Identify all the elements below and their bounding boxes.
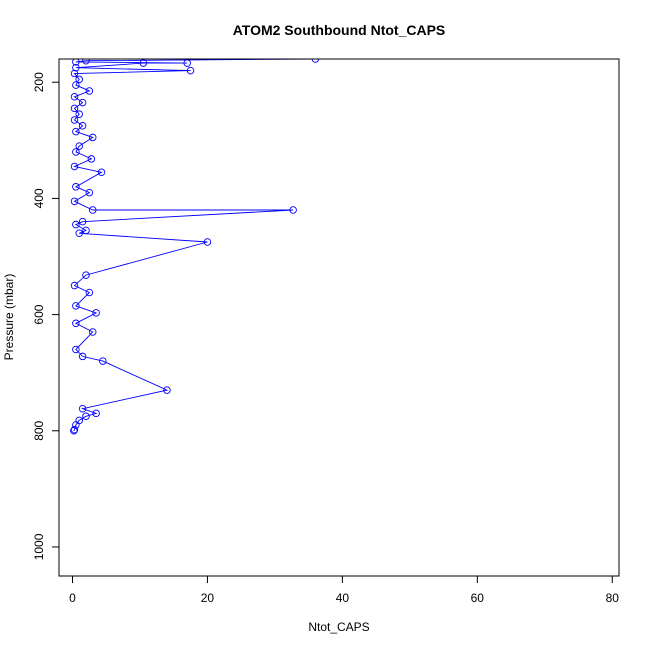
x-axis: 0 20 40 60 80 bbox=[69, 575, 620, 605]
data-point bbox=[85, 87, 94, 95]
data-point bbox=[75, 229, 83, 238]
data-point bbox=[163, 386, 171, 394]
data-point bbox=[99, 357, 107, 365]
y-tick-label: 400 bbox=[32, 188, 46, 208]
x-tick-label: 0 bbox=[69, 591, 76, 605]
data-point bbox=[289, 206, 297, 214]
data-point bbox=[72, 183, 80, 191]
data-point bbox=[70, 69, 79, 78]
x-tick-label: 40 bbox=[336, 591, 350, 605]
data-point bbox=[70, 93, 79, 101]
data-point bbox=[75, 110, 83, 118]
data-point bbox=[72, 148, 80, 156]
data-point bbox=[88, 328, 97, 336]
data-point bbox=[78, 98, 87, 107]
data-point bbox=[87, 155, 96, 163]
data-point bbox=[70, 116, 79, 124]
data-point bbox=[75, 416, 83, 425]
data-point bbox=[203, 238, 212, 246]
series-layer bbox=[70, 59, 320, 435]
data-point bbox=[70, 162, 79, 171]
series-line bbox=[73, 59, 316, 432]
data-point bbox=[82, 271, 90, 279]
data-point bbox=[72, 127, 80, 136]
data-point bbox=[70, 104, 79, 113]
data-point bbox=[75, 75, 83, 84]
x-tick-label: 60 bbox=[471, 591, 485, 605]
data-point bbox=[85, 288, 94, 297]
data-point bbox=[72, 63, 80, 72]
data-point bbox=[72, 81, 80, 89]
data-point bbox=[70, 425, 79, 434]
data-point bbox=[72, 59, 80, 66]
y-tick-label: 800 bbox=[32, 420, 46, 440]
data-point bbox=[88, 206, 97, 214]
plot-area bbox=[70, 59, 320, 435]
data-point bbox=[85, 188, 94, 197]
y-axis: 200 400 600 800 1000 bbox=[32, 72, 60, 560]
y-axis-label: Pressure (mbar) bbox=[2, 274, 16, 361]
data-point bbox=[78, 217, 87, 226]
data-point bbox=[183, 59, 191, 67]
data-point bbox=[82, 59, 90, 65]
data-point bbox=[70, 197, 79, 206]
data-point bbox=[78, 352, 87, 361]
data-point bbox=[186, 66, 195, 75]
y-tick-label: 1000 bbox=[32, 533, 46, 560]
y-tick-label: 600 bbox=[32, 304, 46, 324]
x-tick-label: 80 bbox=[606, 591, 620, 605]
data-point bbox=[72, 345, 80, 354]
data-point bbox=[92, 409, 100, 418]
data-point bbox=[78, 404, 87, 413]
data-point bbox=[72, 319, 80, 328]
chart-title: ATOM2 Southbound Ntot_CAPS bbox=[233, 22, 446, 38]
y-tick-label: 200 bbox=[32, 72, 46, 92]
data-point bbox=[70, 281, 79, 290]
data-point bbox=[72, 302, 80, 310]
data-point bbox=[92, 309, 100, 317]
data-point bbox=[75, 142, 83, 150]
data-point bbox=[72, 220, 80, 229]
data-point bbox=[82, 412, 90, 421]
data-point bbox=[82, 226, 90, 235]
data-point bbox=[78, 122, 87, 130]
data-point bbox=[139, 59, 148, 67]
data-point bbox=[97, 168, 106, 177]
x-axis-label: Ntot_CAPS bbox=[308, 620, 369, 634]
plot-frame bbox=[58, 58, 620, 577]
data-point bbox=[88, 133, 97, 142]
x-tick-label: 20 bbox=[201, 591, 215, 605]
